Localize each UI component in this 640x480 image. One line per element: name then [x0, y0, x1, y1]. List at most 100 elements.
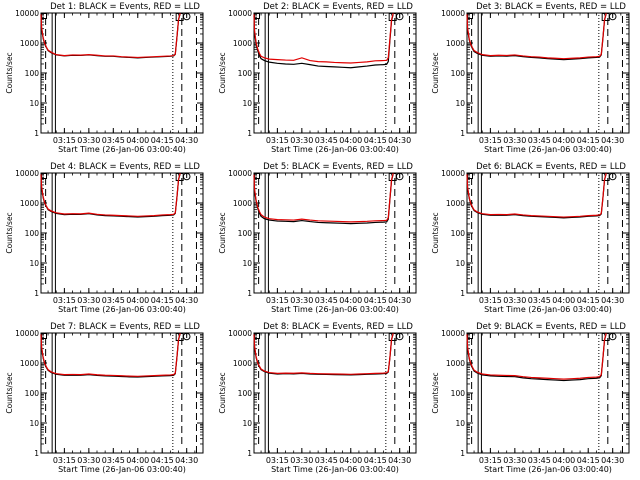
y-tick-label: 10000	[228, 329, 252, 338]
chart-title: Det 7: BLACK = Events, RED = LLD	[50, 322, 200, 332]
chart-panel: Det 3: BLACK = Events, RED = LLD Counts/s…	[431, 2, 630, 154]
y-tick-label: 100	[451, 69, 466, 78]
x-tick-label: 04:00	[126, 136, 149, 145]
series-line-events	[40, 173, 181, 218]
series-line-events	[40, 13, 181, 59]
x-tick-label: 03:15	[266, 136, 289, 145]
y-tick-label: 1	[34, 289, 39, 298]
x-axis-label: Start Time (26-Jan-06 03:00:40)	[58, 305, 186, 314]
x-tick-label: 03:45	[528, 456, 551, 465]
x-tick-label: 04:15	[151, 296, 174, 305]
y-axis-label: Counts/sec	[431, 212, 440, 253]
y-tick-label: 1	[34, 449, 39, 458]
series-line-lld	[253, 13, 394, 64]
x-tick-label: 03:15	[479, 136, 502, 145]
plot-frame	[253, 332, 417, 454]
chart-panel: Det 2: BLACK = Events, RED = LLD Counts/s…	[218, 2, 417, 154]
x-tick-label: 03:45	[102, 136, 125, 145]
x-tick-label: 03:45	[528, 136, 551, 145]
y-tick-label: 1	[460, 289, 465, 298]
series-line-lld	[253, 333, 394, 375]
x-tick-label: 04:00	[552, 136, 575, 145]
chart-title: Det 6: BLACK = Events, RED = LLD	[476, 162, 626, 172]
y-axis-label: Counts/sec	[431, 52, 440, 93]
x-tick-label: 04:15	[577, 136, 600, 145]
y-tick-label: 100	[451, 229, 466, 238]
x-tick-label: 04:00	[552, 296, 575, 305]
series-line-events	[40, 333, 181, 378]
y-tick-label: 1000	[233, 39, 252, 48]
x-tick-label: 04:15	[364, 296, 387, 305]
chart-panel: Det 9: BLACK = Events, RED = LLD Counts/s…	[431, 322, 630, 474]
y-tick-label: 10	[29, 259, 39, 268]
x-tick-label: 04:15	[151, 136, 174, 145]
y-tick-label: 100	[238, 389, 253, 398]
chart-title: Det 1: BLACK = Events, RED = LLD	[50, 2, 200, 12]
circle-marker	[608, 12, 617, 21]
plot-frame	[466, 332, 630, 454]
x-tick-label: 04:30	[388, 456, 411, 465]
x-tick-label: 04:30	[175, 136, 198, 145]
circle-marker	[395, 332, 404, 341]
y-tick-label: 1	[34, 129, 39, 138]
x-tick-label: 04:30	[601, 136, 624, 145]
x-tick-label: 04:00	[126, 456, 149, 465]
series-line-lld	[466, 333, 607, 380]
chart-title: Det 4: BLACK = Events, RED = LLD	[50, 162, 200, 172]
x-tick-label: 04:30	[388, 296, 411, 305]
y-tick-label: 1	[247, 289, 252, 298]
y-tick-label: 10	[29, 99, 39, 108]
x-tick-label: 04:15	[577, 456, 600, 465]
x-axis-label: Start Time (26-Jan-06 03:00:40)	[58, 145, 186, 154]
x-tick-label: 03:45	[315, 136, 338, 145]
x-tick-label: 04:00	[126, 296, 149, 305]
x-tick-label: 04:15	[577, 296, 600, 305]
x-tick-label: 03:15	[266, 296, 289, 305]
x-tick-label: 03:15	[53, 136, 76, 145]
series-line-events	[253, 14, 394, 69]
y-tick-label: 10000	[15, 9, 39, 18]
series-line-events	[253, 173, 394, 225]
x-tick-label: 04:00	[339, 136, 362, 145]
chart-title: Det 8: BLACK = Events, RED = LLD	[263, 322, 413, 332]
x-tick-label: 04:30	[601, 296, 624, 305]
chart-panel: Det 4: BLACK = Events, RED = LLD Counts/s…	[5, 162, 204, 314]
chart-title: Det 9: BLACK = Events, RED = LLD	[476, 322, 626, 332]
x-tick-label: 03:30	[503, 136, 526, 145]
x-tick-label: 04:15	[364, 136, 387, 145]
x-axis-label: Start Time (26-Jan-06 03:00:40)	[271, 465, 399, 474]
series-line-lld	[466, 173, 607, 218]
plot-frame	[466, 12, 630, 134]
y-tick-label: 10000	[441, 169, 465, 178]
y-axis-label: Counts/sec	[218, 212, 227, 253]
x-tick-label: 03:45	[315, 456, 338, 465]
y-tick-label: 1	[247, 449, 252, 458]
circle-marker	[182, 332, 191, 341]
x-tick-label: 03:45	[102, 296, 125, 305]
y-tick-label: 10	[242, 99, 252, 108]
y-tick-label: 10	[455, 259, 465, 268]
y-tick-label: 1000	[20, 199, 39, 208]
x-tick-label: 03:30	[290, 136, 313, 145]
x-axis-label: Start Time (26-Jan-06 03:00:40)	[271, 305, 399, 314]
x-axis-label: Start Time (26-Jan-06 03:00:40)	[484, 465, 612, 474]
x-tick-label: 03:15	[479, 296, 502, 305]
circle-marker	[395, 12, 404, 21]
x-tick-label: 03:30	[503, 456, 526, 465]
y-tick-label: 1000	[20, 359, 39, 368]
y-axis-label: Counts/sec	[218, 52, 227, 93]
plot-frame	[40, 12, 204, 134]
series-line-events	[466, 173, 607, 219]
x-tick-label: 03:30	[77, 296, 100, 305]
plot-frame	[40, 332, 204, 454]
y-tick-label: 100	[238, 69, 253, 78]
series-line-lld	[40, 333, 181, 377]
y-tick-label: 1000	[446, 39, 465, 48]
x-tick-label: 04:30	[175, 296, 198, 305]
circle-marker	[608, 332, 617, 341]
chart-panel: Det 7: BLACK = Events, RED = LLD Counts/s…	[5, 322, 204, 474]
series-line-events	[253, 333, 394, 376]
x-tick-label: 03:45	[102, 456, 125, 465]
y-axis-label: Counts/sec	[5, 212, 14, 253]
y-tick-label: 10	[455, 99, 465, 108]
